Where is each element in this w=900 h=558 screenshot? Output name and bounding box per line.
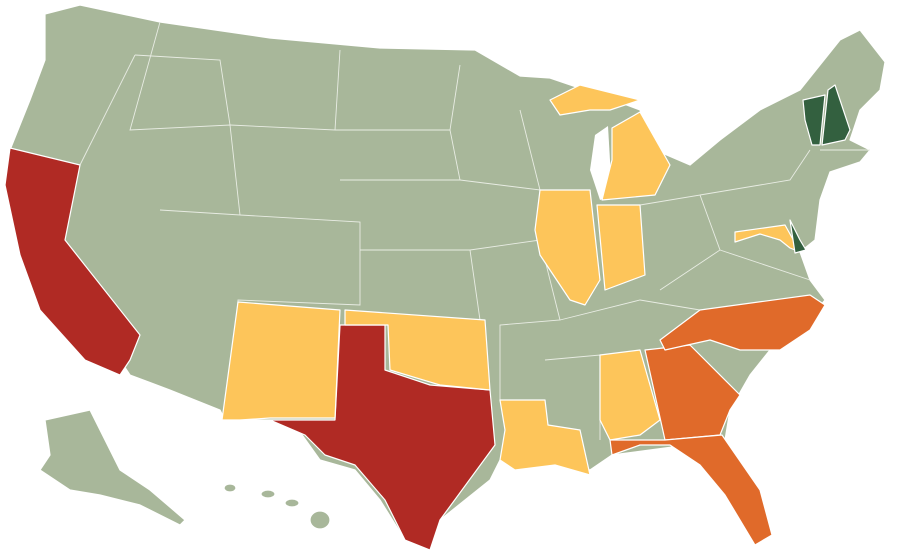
state-new_mexico[interactable] (221, 301, 341, 421)
state-oklahoma[interactable] (344, 309, 491, 391)
island-shape (284, 498, 300, 508)
state-florida[interactable] (609, 434, 773, 546)
state-maryland[interactable] (734, 224, 801, 253)
state-indiana[interactable] (596, 204, 646, 291)
state-new_hampshire[interactable] (821, 84, 851, 146)
state-texas[interactable] (269, 324, 496, 551)
island-shape (309, 510, 331, 530)
state-vermont[interactable] (802, 94, 826, 146)
state-illinois[interactable] (534, 189, 601, 306)
state-louisiana[interactable] (499, 399, 591, 476)
island-shape (260, 489, 276, 499)
state-california[interactable] (4, 147, 141, 376)
state-alabama[interactable] (599, 349, 661, 441)
state-borders (79, 54, 136, 166)
island-shape (223, 483, 237, 493)
state-hawaii[interactable] (223, 483, 331, 530)
state-michigan[interactable] (601, 111, 671, 201)
state-alaska[interactable] (39, 409, 186, 526)
state-michigan[interactable] (549, 84, 641, 116)
state-north_carolina[interactable] (659, 294, 826, 351)
state-delaware[interactable] (789, 219, 807, 254)
